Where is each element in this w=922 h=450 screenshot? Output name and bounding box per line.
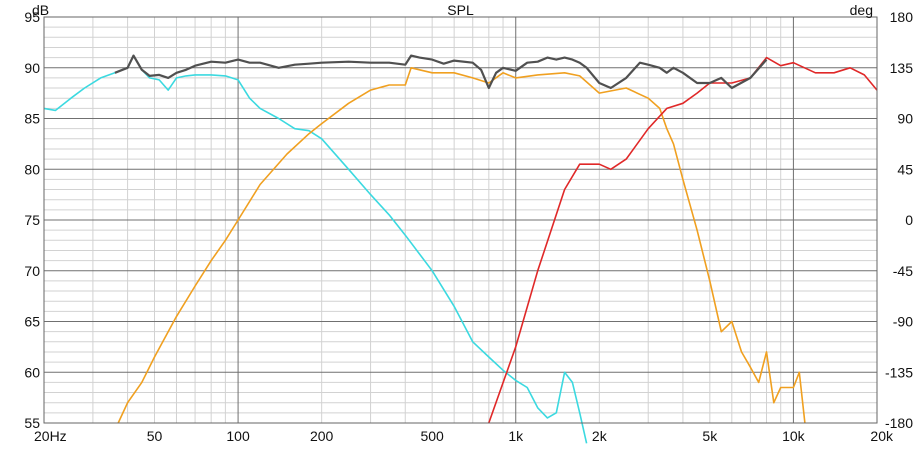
x-tick-label: 200	[310, 428, 334, 444]
y-tick-label-left: 65	[24, 314, 40, 330]
y-axis-unit-left: dB	[32, 2, 49, 18]
y-tick-label-left: 95	[24, 9, 40, 25]
y-axis-right-ticks: 180 135 90 45 0 -45 -90 -135 -180	[885, 9, 913, 431]
x-tick-label: 10k	[782, 428, 806, 444]
y-tick-label-left: 90	[24, 60, 40, 76]
x-tick-label: 20k	[870, 428, 894, 444]
y-tick-label-left: 55	[24, 415, 40, 431]
y-tick-label-right: 135	[890, 60, 914, 76]
y-axis-left-ticks: 95 90 85 80 75 70 65 60 55	[24, 9, 40, 431]
y-tick-label-left: 75	[24, 212, 40, 228]
y-tick-label-right: 90	[897, 111, 913, 127]
x-tick-label: 100	[226, 428, 250, 444]
y-tick-label-right: -45	[893, 263, 913, 279]
x-tick-label: 5k	[702, 428, 718, 444]
y-tick-label-left: 60	[24, 364, 40, 380]
plot-frame	[43, 16, 878, 424]
y-axis-unit-right: deg	[850, 2, 873, 18]
y-tick-label-left: 70	[24, 263, 40, 279]
y-tick-label-left: 80	[24, 161, 40, 177]
x-tick-label: 50	[147, 428, 163, 444]
y-tick-label-right: 45	[897, 161, 913, 177]
y-tick-label-right: 0	[905, 212, 913, 228]
x-tick-label: 500	[420, 428, 444, 444]
series-line	[117, 67, 806, 424]
y-tick-label-right: 180	[890, 9, 914, 25]
series-layer	[43, 54, 878, 444]
chart-title: SPL	[447, 2, 474, 18]
y-tick-label-right: -180	[885, 415, 913, 431]
y-tick-label-right: -90	[893, 314, 913, 330]
y-tick-label-left: 85	[24, 111, 40, 127]
x-tick-label: 2k	[592, 428, 608, 444]
x-tick-label: 1k	[508, 428, 524, 444]
y-tick-label-right: -135	[885, 364, 913, 380]
series-line	[114, 54, 768, 90]
x-axis-ticks: 20Hz 50 100 200 500 1k 2k 5k 10k 20k	[34, 428, 894, 444]
x-tick-label: 20Hz	[34, 428, 67, 444]
series-line	[488, 56, 878, 424]
